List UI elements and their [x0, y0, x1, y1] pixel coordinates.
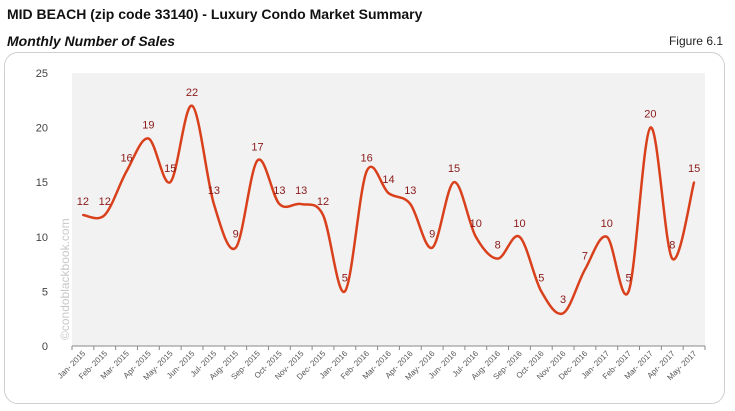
- data-point: [605, 235, 608, 238]
- data-point: [474, 235, 477, 238]
- chart-frame: [4, 52, 725, 404]
- data-point: [343, 290, 346, 293]
- data-label: 8: [669, 240, 675, 252]
- data-point: [627, 290, 630, 293]
- data-point: [649, 126, 652, 129]
- data-point: [518, 235, 521, 238]
- data-label: 19: [142, 120, 154, 132]
- y-tick-label: 0: [42, 341, 48, 353]
- y-tick-label: 5: [42, 286, 48, 298]
- data-label: 14: [382, 174, 394, 186]
- data-point: [409, 203, 412, 206]
- data-point: [431, 246, 434, 249]
- data-label: 9: [233, 229, 239, 241]
- y-tick-label: 20: [36, 123, 48, 135]
- data-point: [387, 192, 390, 195]
- data-point: [125, 170, 128, 173]
- data-label: 13: [273, 185, 285, 197]
- data-label: 10: [470, 218, 482, 230]
- data-label: 12: [99, 196, 111, 208]
- data-label: 5: [626, 272, 632, 284]
- watermark-text: ©condoblackbook.com: [58, 218, 72, 340]
- data-point: [103, 213, 106, 216]
- data-label: 22: [186, 87, 198, 99]
- data-label: 5: [342, 272, 348, 284]
- data-label: 15: [688, 163, 700, 175]
- data-point: [496, 257, 499, 260]
- figure-number: Figure 6.1: [668, 34, 723, 48]
- y-tick-label: 25: [36, 68, 48, 80]
- data-point: [540, 290, 543, 293]
- data-point: [452, 181, 455, 184]
- data-point: [169, 181, 172, 184]
- y-tick-label: 10: [36, 232, 48, 244]
- data-label: 13: [295, 185, 307, 197]
- data-label: 3: [560, 294, 566, 306]
- data-label: 16: [361, 152, 373, 164]
- data-point: [693, 181, 696, 184]
- data-point: [300, 203, 303, 206]
- data-label: 13: [208, 185, 220, 197]
- data-label: 15: [448, 163, 460, 175]
- data-point: [365, 170, 368, 173]
- data-point: [212, 203, 215, 206]
- data-label: 16: [120, 152, 132, 164]
- data-label: 7: [582, 251, 588, 263]
- data-label: 12: [77, 196, 89, 208]
- data-point: [322, 213, 325, 216]
- data-point: [191, 104, 194, 107]
- chart-subtitle: Monthly Number of Sales: [7, 33, 176, 49]
- data-label: 10: [513, 218, 525, 230]
- data-point: [671, 257, 674, 260]
- data-point: [256, 159, 259, 162]
- data-point: [81, 213, 84, 216]
- data-label: 5: [538, 272, 544, 284]
- plot-area: [72, 73, 705, 346]
- data-label: 8: [495, 240, 501, 252]
- data-point: [278, 203, 281, 206]
- data-label: 13: [404, 185, 416, 197]
- data-label: 17: [251, 141, 263, 153]
- data-label: 15: [164, 163, 176, 175]
- y-tick-label: 15: [36, 177, 48, 189]
- data-point: [583, 268, 586, 271]
- data-label: 12: [317, 196, 329, 208]
- page-title: MID BEACH (zip code 33140) - Luxury Cond…: [7, 6, 423, 22]
- data-label: 20: [644, 109, 656, 121]
- data-point: [234, 246, 237, 249]
- data-point: [562, 312, 565, 315]
- data-point: [147, 137, 150, 140]
- data-label: 10: [601, 218, 613, 230]
- data-label: 9: [429, 229, 435, 241]
